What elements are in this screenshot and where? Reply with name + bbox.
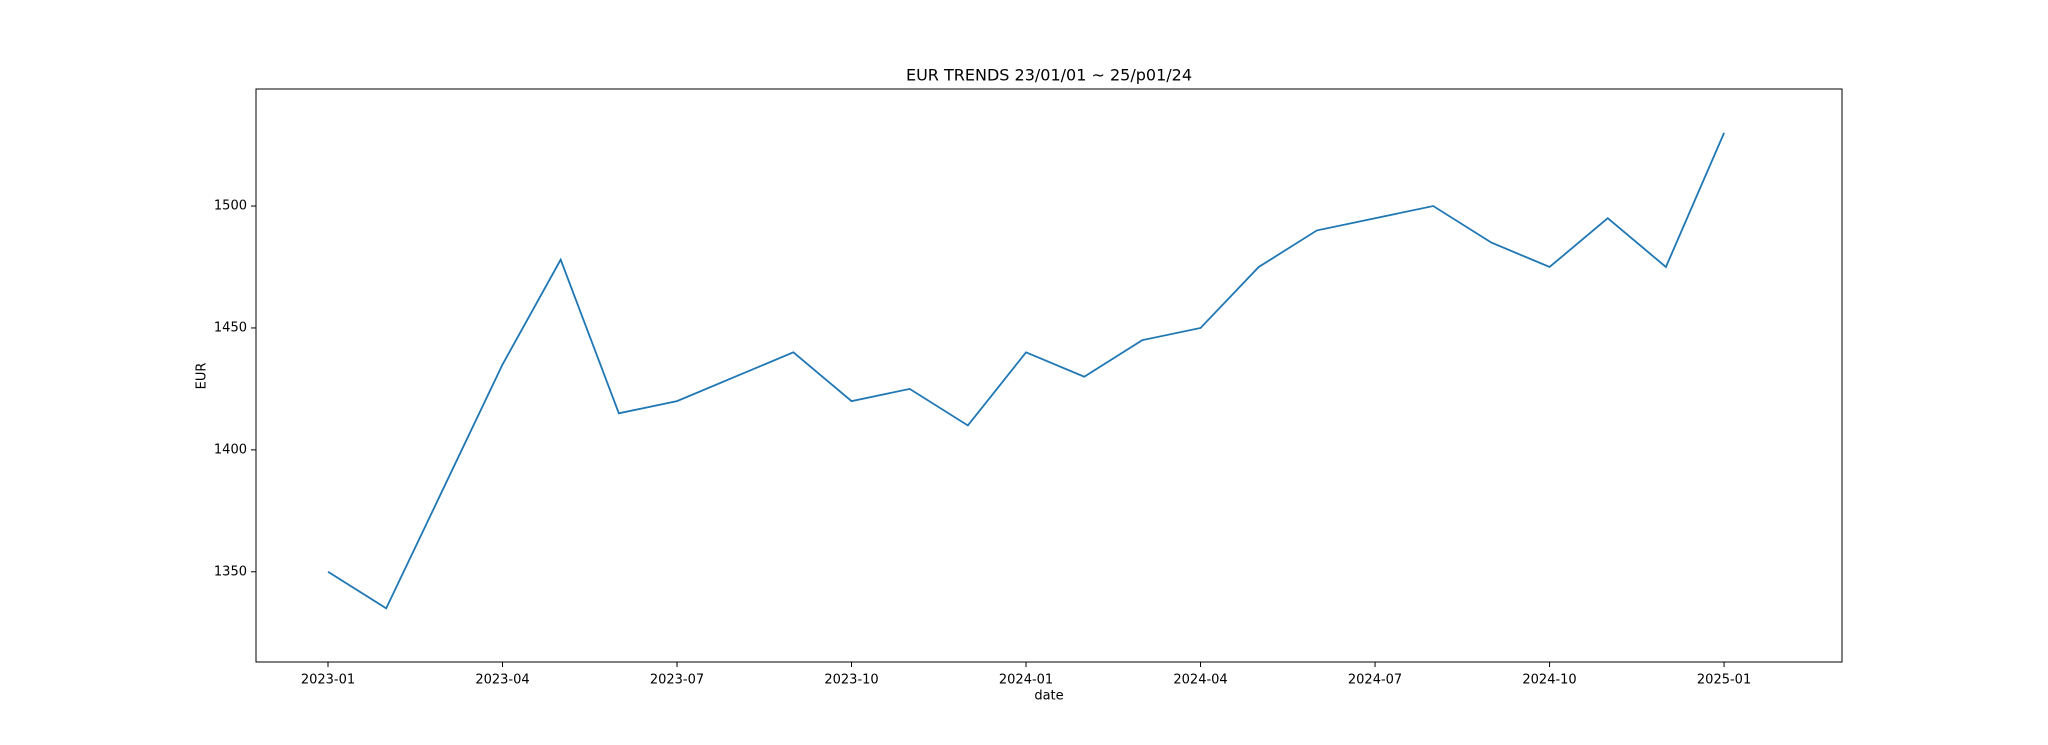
- x-tick-label: 2024-07: [1348, 673, 1402, 688]
- y-tick-label: 1400: [214, 442, 247, 457]
- x-tick-label: 2024-01: [999, 673, 1053, 688]
- data-line: [327, 132, 1725, 610]
- x-tick-label: 2023-04: [475, 673, 529, 688]
- x-tick-label: 2023-01: [301, 673, 355, 688]
- x-tick-label: 2023-07: [650, 673, 704, 688]
- x-tick-label: 2023-10: [824, 673, 878, 688]
- y-axis-label: EUR: [195, 363, 210, 390]
- chart-title: EUR TRENDS 23/01/01 ~ 25/p01/24: [906, 66, 1192, 85]
- plot-frame: [255, 88, 1843, 663]
- x-tick-label: 2024-10: [1522, 673, 1576, 688]
- y-tick-label: 1350: [214, 564, 247, 579]
- x-tick-label: 2024-04: [1173, 673, 1227, 688]
- x-tick-label: 2025-01: [1697, 673, 1751, 688]
- y-tick-label: 1500: [214, 199, 247, 214]
- y-tick-label: 1450: [214, 320, 247, 335]
- x-axis-label: date: [1034, 689, 1063, 704]
